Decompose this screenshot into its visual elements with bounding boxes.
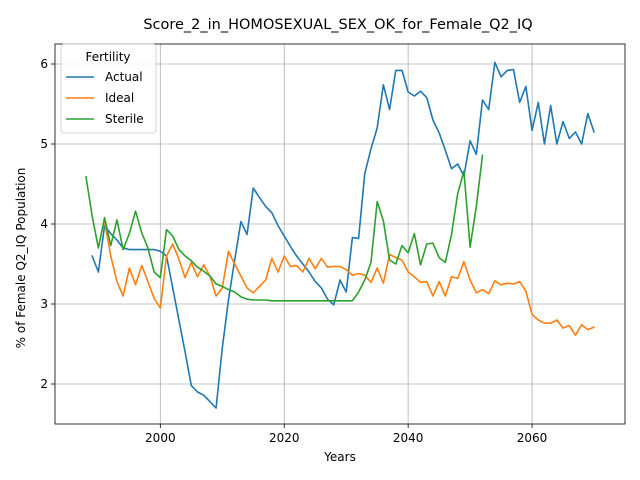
series-line-actual xyxy=(91,61,595,409)
legend-label-ideal: Ideal xyxy=(105,91,134,105)
y-axis-label: % of Female Q2_IQ Population xyxy=(14,168,28,349)
x-tick-label: 2040 xyxy=(393,431,424,445)
y-tick-label: 4 xyxy=(40,217,48,231)
plot-frame xyxy=(54,43,626,425)
x-tick-label: 2020 xyxy=(269,431,300,445)
y-tick-label: 6 xyxy=(40,57,48,71)
x-tick-label: 2060 xyxy=(517,431,548,445)
legend: Fertility Actual Ideal Sterile xyxy=(60,43,157,134)
chart-title: Score_2_in_HOMOSEXUAL_SEX_OK_for_Female_… xyxy=(143,17,532,33)
legend-box xyxy=(60,43,157,134)
y-axis-ticks: 2 3 4 5 6 xyxy=(40,57,55,391)
series-lines xyxy=(85,61,595,409)
x-tick-label: 2000 xyxy=(145,431,176,445)
series-line-ideal xyxy=(103,220,595,337)
legend-label-sterile: Sterile xyxy=(105,112,144,126)
series-line-sterile xyxy=(85,154,484,302)
x-axis-label: Years xyxy=(323,450,356,464)
legend-label-actual: Actual xyxy=(105,70,143,84)
y-tick-label: 5 xyxy=(40,137,48,151)
y-tick-label: 2 xyxy=(40,377,48,391)
legend-title: Fertility xyxy=(85,50,130,64)
y-tick-label: 3 xyxy=(40,297,48,311)
x-axis-ticks: 2000 2020 2040 2060 xyxy=(145,424,547,445)
